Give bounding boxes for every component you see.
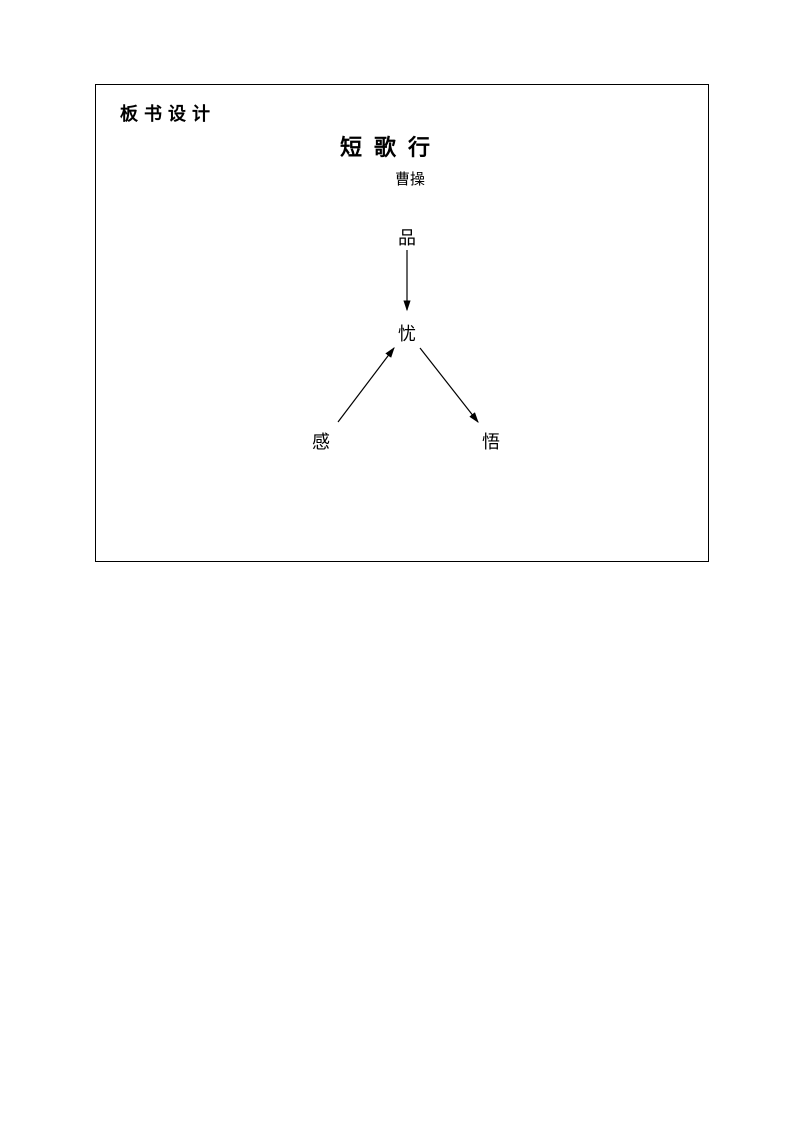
edge-gan-you: [338, 348, 394, 422]
diagram-arrows: [0, 0, 800, 1132]
edge-you-wu: [420, 348, 478, 422]
